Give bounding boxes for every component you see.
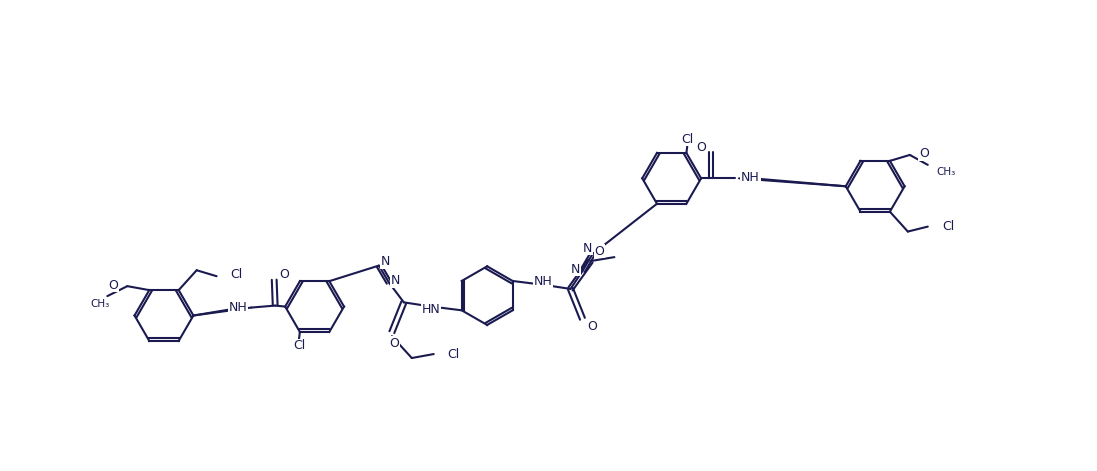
Text: CH₃: CH₃ [937, 167, 955, 177]
Text: N: N [381, 255, 391, 268]
Text: Cl: Cl [293, 340, 305, 352]
Text: O: O [595, 244, 604, 258]
Text: Cl: Cl [681, 132, 693, 146]
Text: O: O [280, 268, 290, 281]
Text: NH: NH [228, 301, 247, 314]
Text: NH: NH [533, 276, 552, 288]
Text: Cl: Cl [941, 220, 954, 233]
Text: O: O [919, 147, 929, 161]
Text: HN: HN [422, 303, 441, 316]
Text: N: N [583, 242, 592, 255]
Text: CH₃: CH₃ [91, 299, 110, 309]
Text: O: O [389, 337, 399, 349]
Text: Cl: Cl [230, 268, 242, 281]
Text: O: O [109, 279, 118, 292]
Text: O: O [588, 320, 598, 333]
Text: N: N [570, 262, 580, 276]
Text: Cl: Cl [448, 348, 460, 360]
Text: N: N [392, 274, 400, 287]
Text: NH: NH [740, 171, 760, 184]
Text: O: O [697, 141, 706, 154]
